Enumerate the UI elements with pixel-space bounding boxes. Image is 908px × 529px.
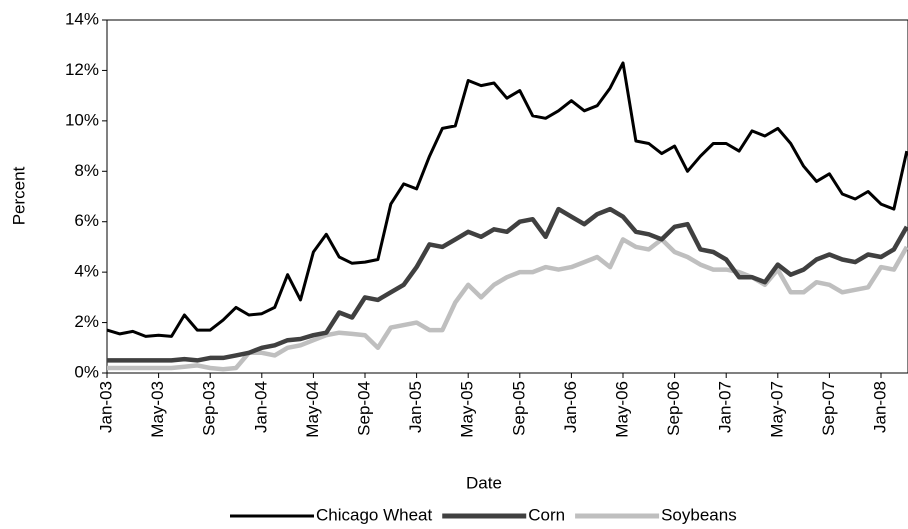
x-tick-label: Jan-04 <box>251 381 270 433</box>
y-tick-label: 14% <box>65 9 99 28</box>
legend-label: Soybeans <box>661 505 737 524</box>
y-tick-label: 10% <box>65 110 99 129</box>
legend-label: Chicago Wheat <box>316 505 433 524</box>
x-tick-label: Sep-05 <box>509 381 528 436</box>
x-tick-label: May-05 <box>458 381 477 438</box>
series-line <box>106 61 908 338</box>
x-tick-label: May-03 <box>148 381 167 438</box>
series-line <box>107 237 908 372</box>
x-tick-label: Jan-03 <box>96 381 115 433</box>
x-tick-label: Sep-06 <box>664 381 683 436</box>
x-tick-label: Jan-05 <box>406 381 425 433</box>
x-tick-label: Sep-04 <box>354 381 373 436</box>
y-tick-label: 8% <box>74 161 99 180</box>
plot-area <box>106 19 908 374</box>
x-tick-label: Jan-08 <box>870 381 889 433</box>
y-tick-label: 12% <box>65 60 99 79</box>
y-tick-label: 2% <box>74 312 99 331</box>
x-axis-label: Date <box>466 473 502 492</box>
y-axis-label: Percent <box>9 166 28 225</box>
y-tick-label: 6% <box>74 211 99 230</box>
x-tick-label: Jan-06 <box>561 381 580 433</box>
x-tick-label: May-04 <box>303 381 322 438</box>
series-line <box>107 206 908 363</box>
legend-label: Corn <box>528 505 565 524</box>
y-tick-label: 4% <box>74 262 99 281</box>
x-tick-label: Jan-07 <box>716 381 735 433</box>
y-tick-label: 0% <box>74 362 99 381</box>
x-tick-label: May-07 <box>767 381 786 438</box>
x-tick-label: Sep-07 <box>819 381 838 436</box>
x-tick-label: May-06 <box>612 381 631 438</box>
x-tick-label: Sep-03 <box>200 381 219 436</box>
